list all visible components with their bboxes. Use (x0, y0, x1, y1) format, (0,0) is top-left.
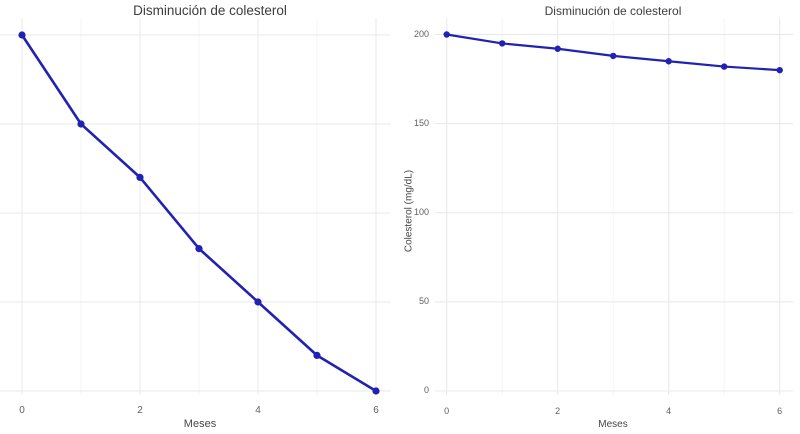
data-point-marker (372, 387, 380, 395)
y-tick-label: 100 (413, 207, 429, 218)
data-point-marker (721, 63, 728, 70)
data-point-marker (313, 351, 321, 359)
data-point-marker (195, 245, 203, 253)
x-tick-label: 2 (137, 405, 143, 416)
data-point-marker (443, 31, 450, 38)
data-point-marker (77, 120, 85, 128)
x-tick-label: 2 (555, 406, 561, 416)
y-tick-label: 200 (413, 28, 429, 39)
data-point-marker (610, 52, 617, 60)
left-x-axis-label: Meses (183, 418, 217, 430)
data-point-marker (776, 66, 783, 74)
y-tick-label: 150 (413, 118, 429, 129)
data-point-marker (665, 58, 672, 65)
right-x-axis-label: Meses (598, 419, 628, 430)
y-tick-label: 50 (418, 296, 429, 307)
data-point-marker (554, 45, 561, 52)
x-tick-label: 0 (19, 405, 25, 416)
data-point-marker (499, 40, 506, 47)
x-tick-label: 0 (444, 406, 450, 416)
data-point-marker (254, 298, 262, 306)
data-point-marker (136, 173, 144, 181)
x-tick-label: 6 (373, 405, 379, 416)
x-tick-label: 4 (255, 405, 261, 416)
y-tick-label: 0 (423, 385, 429, 396)
left-chart-title: Disminución de colesterol (133, 3, 287, 18)
data-point-marker (18, 31, 26, 39)
right-chart-title: Disminución de colesterol (544, 4, 682, 18)
x-tick-label: 4 (666, 406, 672, 416)
x-tick-label: 6 (777, 406, 783, 416)
